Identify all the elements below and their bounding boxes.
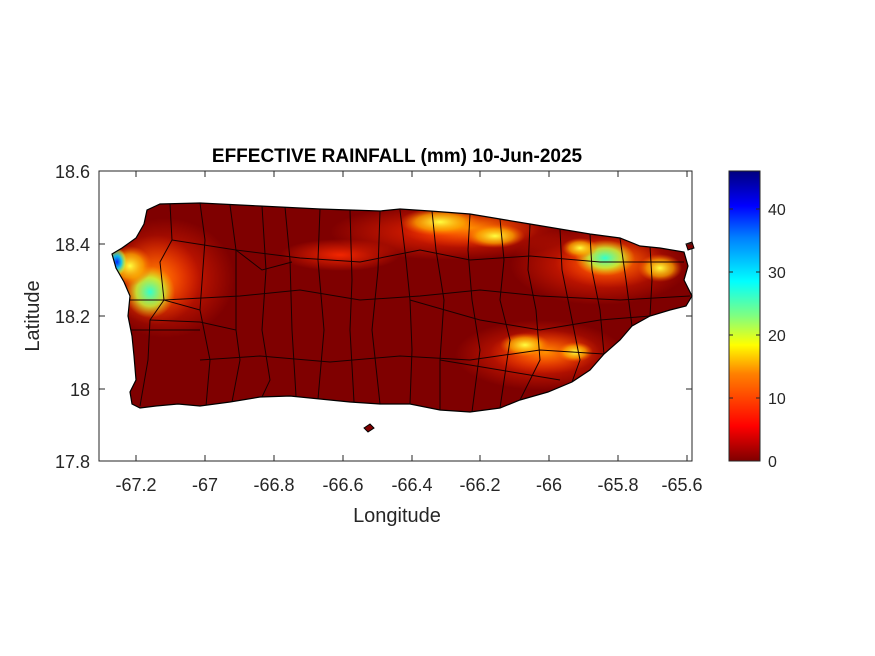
colorbar-tick-label: 20 [768,328,786,345]
y-tick-label: 18.2 [55,307,90,327]
east-islet [685,241,695,251]
colorbar-gradient [728,170,761,462]
colorbar-tick-label: 0 [768,454,777,471]
x-tick-label: -66.8 [253,475,294,495]
coastline [111,202,693,413]
x-axis-label: Longitude [353,505,441,527]
colorbar-ticks [729,208,760,462]
colorbar-tick-label: 10 [768,391,786,408]
x-tick-label: -66.6 [322,475,363,495]
colorbar: 40 30 20 10 0 [728,170,786,471]
y-axis-label: Latitude [22,280,44,351]
x-tick-label: -65.6 [661,475,702,495]
y-tick-label: 18.6 [55,162,90,182]
x-tick-label: -67.2 [115,475,156,495]
y-tick-label: 17.8 [55,452,90,472]
axis-ticks [99,170,692,462]
y-tick-label: 18.4 [55,235,90,255]
y-tick-label: 18 [70,380,90,400]
x-axis-tick-labels: -67.2 -67 -66.8 -66.6 -66.4 -66.2 -66 -6… [115,475,702,495]
colorbar-tick-label: 40 [768,202,786,219]
x-tick-label: -66.4 [391,475,432,495]
municipality-boundaries [130,203,691,412]
x-tick-label: -66.2 [459,475,500,495]
x-tick-label: -65.8 [597,475,638,495]
x-tick-label: -67 [192,475,218,495]
colorbar-tick-label: 30 [768,265,786,282]
x-tick-label: -66 [536,475,562,495]
caja-de-muertos-islet [363,423,375,433]
y-axis-tick-labels: 18.6 18.4 18.2 18 17.8 [55,162,90,472]
chart-title: EFFECTIVE RAINFALL (mm) 10-Jun-2025 [212,146,583,167]
